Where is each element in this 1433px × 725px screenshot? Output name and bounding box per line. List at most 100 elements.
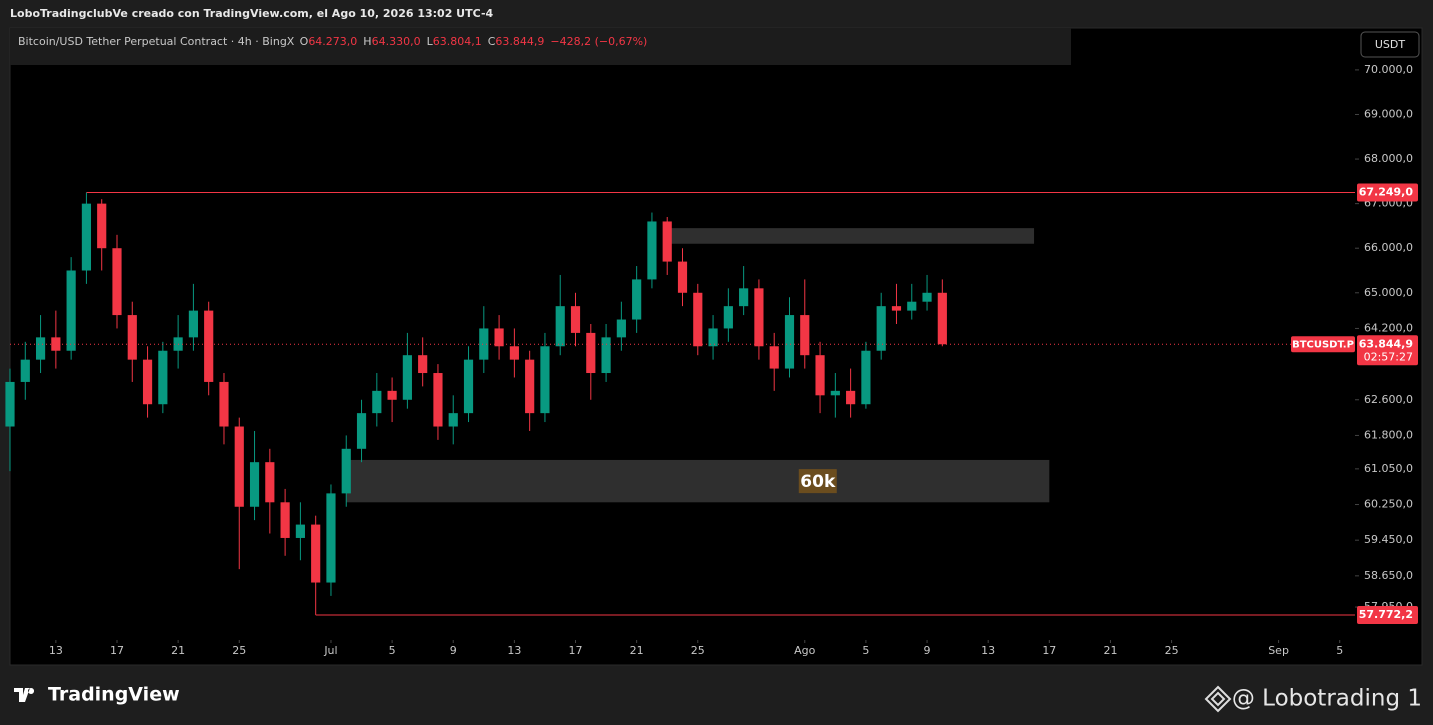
x-tick-label: 25 bbox=[232, 644, 246, 657]
currency-button[interactable] bbox=[1360, 31, 1420, 58]
legend-change: −428,2 (−0,67%) bbox=[550, 35, 647, 48]
candle-body bbox=[754, 288, 764, 347]
candle-body bbox=[739, 288, 749, 307]
candle-body bbox=[509, 346, 519, 360]
candle-body bbox=[662, 221, 672, 262]
countdown: 02:57:27 bbox=[1364, 350, 1413, 363]
candle-body bbox=[525, 359, 535, 414]
candle-body bbox=[784, 315, 795, 369]
candle-body bbox=[463, 359, 474, 414]
x-tick-label: 25 bbox=[691, 644, 705, 657]
candle-body bbox=[800, 315, 810, 356]
candle-body bbox=[448, 413, 458, 427]
candle-body bbox=[280, 502, 290, 538]
y-tick-label: 59.450,0 bbox=[1364, 533, 1413, 546]
plot: 70.000,069.000,068.000,067.000,066.000,0… bbox=[5, 63, 1418, 657]
x-tick-label: 21 bbox=[1103, 644, 1117, 657]
candle-body bbox=[142, 359, 153, 405]
x-tick-label: 21 bbox=[171, 644, 185, 657]
candle-body bbox=[112, 248, 122, 316]
last-price-tag bbox=[1357, 335, 1418, 366]
y-tick-label: 69.000,0 bbox=[1364, 107, 1413, 120]
y-tick-label: 64.200,0 bbox=[1364, 321, 1413, 334]
candle-body bbox=[830, 390, 840, 396]
legend-key: H bbox=[363, 35, 371, 48]
price-tag-label: 67.249,0 bbox=[1359, 186, 1414, 199]
candle-body bbox=[846, 390, 856, 405]
candle-body bbox=[249, 462, 260, 507]
y-tick-label: 58.650,0 bbox=[1364, 569, 1413, 582]
candle-body bbox=[5, 381, 15, 427]
legend-value: 64.330,0 bbox=[372, 35, 421, 48]
candle-body bbox=[66, 270, 76, 351]
candle-body bbox=[433, 373, 443, 427]
candle-body bbox=[861, 350, 871, 405]
candle-body bbox=[616, 319, 626, 338]
x-tick-label: 21 bbox=[630, 644, 644, 657]
candle-body bbox=[922, 292, 932, 302]
candle-body bbox=[326, 493, 336, 583]
legend-key: O bbox=[300, 35, 309, 48]
legend-key: C bbox=[488, 35, 496, 48]
candle-body bbox=[876, 306, 886, 351]
zone-label: 60k bbox=[800, 472, 836, 492]
symbol-tag-label: BTCUSDT.P bbox=[1292, 339, 1354, 350]
x-tick-label: 5 bbox=[389, 644, 396, 657]
x-tick-label: 5 bbox=[862, 644, 869, 657]
x-tick-label: 13 bbox=[49, 644, 63, 657]
x-tick-label: 17 bbox=[110, 644, 124, 657]
candle-body bbox=[937, 292, 947, 345]
candle-body bbox=[586, 332, 596, 374]
candle-body bbox=[35, 337, 46, 360]
legend-box bbox=[10, 28, 1071, 65]
candle-body bbox=[402, 355, 412, 400]
legend-value: 63.844,9 bbox=[495, 35, 544, 48]
watermark-icon bbox=[1204, 685, 1232, 713]
candle-body bbox=[97, 203, 107, 249]
candle-body bbox=[693, 292, 703, 347]
candle-body bbox=[907, 301, 917, 311]
candle-body bbox=[127, 315, 137, 360]
candle-body bbox=[647, 221, 657, 280]
candle-body bbox=[372, 390, 382, 414]
y-tick-label: 66.000,0 bbox=[1364, 241, 1413, 254]
price-tag bbox=[1357, 605, 1418, 624]
x-tick-label: 25 bbox=[1165, 644, 1179, 657]
candle-body bbox=[601, 337, 611, 374]
candle-body bbox=[632, 279, 642, 320]
legend-key: L bbox=[427, 35, 434, 48]
candle-body bbox=[81, 203, 92, 271]
zone bbox=[667, 228, 1035, 244]
currency-label: USDT bbox=[1375, 38, 1406, 51]
price-tag-label: 57.772,2 bbox=[1359, 608, 1413, 621]
x-tick-label: 9 bbox=[924, 644, 931, 657]
x-tick-label: Ago bbox=[794, 644, 816, 657]
x-tick-label: 17 bbox=[1042, 644, 1056, 657]
y-tick-label: 62.600,0 bbox=[1364, 393, 1413, 406]
candle-body bbox=[570, 306, 581, 333]
zone-label-bg bbox=[798, 469, 837, 494]
legend-value: 63.804,1 bbox=[433, 35, 482, 48]
candle-body bbox=[418, 355, 428, 374]
candle-body bbox=[311, 524, 321, 583]
candle-body bbox=[341, 448, 351, 494]
x-tick-label: 13 bbox=[507, 644, 521, 657]
x-tick-label: 17 bbox=[569, 644, 583, 657]
candle-body bbox=[387, 390, 397, 400]
symbol-tag bbox=[1291, 336, 1355, 353]
header-caption: LoboTradingclubVe creado con TradingView… bbox=[10, 7, 494, 20]
candle-body bbox=[479, 328, 489, 360]
candle-body bbox=[494, 328, 504, 347]
legend-value: 64.273,0 bbox=[308, 35, 357, 48]
candle-body bbox=[265, 462, 275, 503]
candle-body bbox=[295, 524, 305, 538]
candle-body bbox=[555, 306, 565, 347]
x-tick-label: Jul bbox=[323, 644, 337, 657]
candle-body bbox=[708, 328, 718, 347]
candle-body bbox=[815, 355, 825, 396]
y-tick-label: 61.050,0 bbox=[1364, 462, 1413, 475]
zone bbox=[346, 459, 1050, 503]
legend: Bitcoin/USD Tether Perpetual Contract · … bbox=[18, 35, 647, 48]
brand: TradingView bbox=[48, 684, 180, 706]
brand-logo bbox=[14, 688, 35, 702]
